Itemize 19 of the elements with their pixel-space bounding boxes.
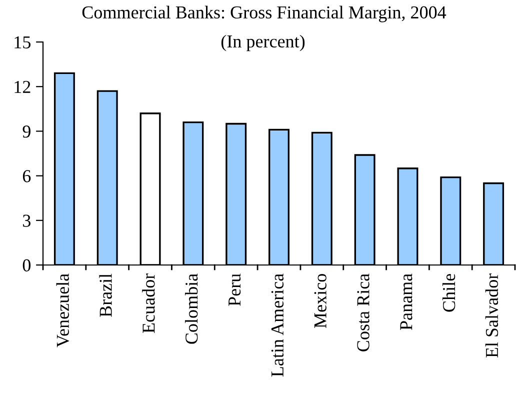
chart-subtitle: (In percent): [221, 34, 305, 52]
x-tick-label: Brazil: [99, 274, 112, 317]
y-tick-label: 15: [14, 36, 30, 48]
x-tick-label: Venezuela: [56, 274, 70, 348]
x-tick-label: Colombia: [184, 274, 198, 344]
x-tick-label: Mexico: [314, 274, 326, 328]
x-tick-label: Peru: [228, 274, 241, 306]
x-tick-label: Panama: [400, 274, 412, 330]
y-tick-label: 12: [14, 80, 30, 93]
chart-title: Commercial Banks: Gross Financial Margin, 2004: [82, 6, 446, 22]
y-tick-label: 0: [22, 259, 31, 272]
x-tick-label: El Salvador: [485, 273, 498, 358]
y-tick-label: 6: [22, 170, 31, 182]
x-tick-label: Latin America: [271, 274, 284, 377]
y-tick-label: 9: [22, 126, 30, 138]
x-tick-label: Ecuador: [142, 273, 155, 333]
x-tick-label: Chile: [442, 274, 456, 312]
y-tick-label: 3: [23, 214, 30, 227]
x-tick-label: Costa Rica: [357, 274, 370, 352]
